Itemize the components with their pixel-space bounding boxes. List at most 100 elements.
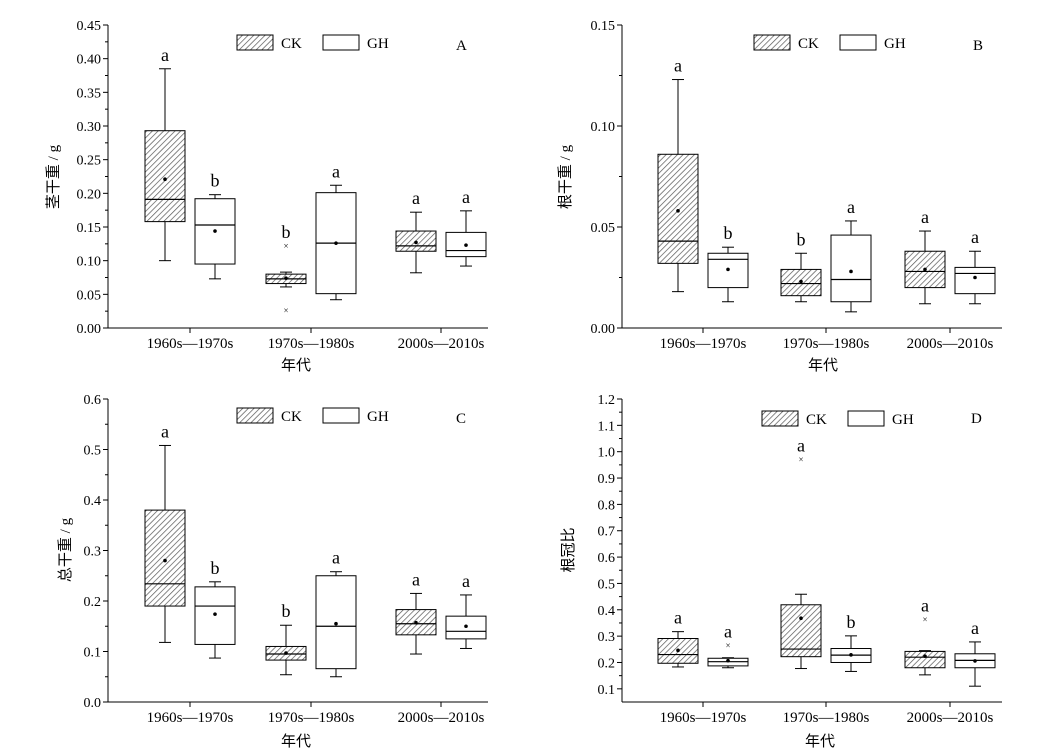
box-ck <box>395 211 437 274</box>
y-axis-title: 根冠比 <box>560 527 577 572</box>
panel-B: 0.00 0.05 0.10 0.15 1960s—1970s 1970s—1980s 20… <box>557 19 1002 374</box>
mean-marker <box>849 269 853 274</box>
significance-label: a <box>332 161 340 181</box>
mean-marker <box>676 209 680 213</box>
significance-label: b <box>282 222 291 242</box>
legend-swatch-gh <box>322 407 360 424</box>
mean-marker <box>849 653 853 657</box>
legend-label-gh: GH <box>367 409 389 425</box>
mean-marker <box>923 654 927 658</box>
x-tick-label: 2000s—2010s <box>398 710 485 726</box>
y-tick-label: 0.25 <box>77 154 102 169</box>
x-tick-label: 1970s—1980s <box>268 710 355 726</box>
box-gh <box>315 184 357 301</box>
box-iqr <box>954 266 996 295</box>
x-tick-label: 1960s—1970s <box>147 336 234 352</box>
y-tick-label: 0.00 <box>591 322 616 337</box>
legend-swatch-gh <box>839 34 877 51</box>
outlier-marker: × <box>798 455 803 465</box>
mean-marker <box>726 658 730 663</box>
box-gh <box>315 571 357 678</box>
significance-label: a <box>971 227 979 247</box>
legend-swatch-ck <box>761 410 799 427</box>
legend: CK GH <box>761 410 914 428</box>
significance-label: a <box>797 436 805 456</box>
box-iqr <box>657 153 699 264</box>
box-ck <box>144 444 186 643</box>
y-tick-label: 0.8 <box>598 498 616 513</box>
mean-marker <box>414 620 418 625</box>
outlier-marker: × <box>922 615 927 625</box>
legend-swatch-ck <box>753 34 791 51</box>
significance-label: a <box>674 608 682 628</box>
box-iqr <box>144 509 186 607</box>
panel-letter: C <box>456 411 466 427</box>
significance-label: a <box>462 571 470 591</box>
box-iqr <box>780 604 822 658</box>
y-tick-label: 0.10 <box>77 255 102 270</box>
mean-marker <box>334 241 338 245</box>
y-tick-label: 0.4 <box>84 494 102 509</box>
y-tick-label: 0.2 <box>84 595 102 610</box>
x-tick-label: 1970s—1980s <box>268 336 355 352</box>
box-ck <box>904 230 946 305</box>
significance-label: a <box>161 45 169 65</box>
box-ck: ×× <box>265 241 307 315</box>
mean-marker <box>973 275 977 280</box>
panel-C: 0.0 0.1 0.2 0.3 0.4 0.5 0.6 1960s—1970s 1970s—19… <box>57 393 488 750</box>
legend-swatch-ck <box>236 34 274 51</box>
legend-label-gh: GH <box>892 412 914 428</box>
y-tick-label: 1.1 <box>598 419 616 434</box>
mean-marker <box>726 267 730 272</box>
significance-label: a <box>412 188 420 208</box>
mean-marker <box>923 267 927 272</box>
x-tick-label: 2000s—2010s <box>907 336 994 352</box>
y-tick-label: 0.05 <box>591 221 616 236</box>
x-tick-label: 2000s—2010s <box>907 710 994 726</box>
mean-marker <box>213 612 217 616</box>
box-iqr <box>144 130 186 223</box>
y-tick-label: 0.35 <box>77 86 102 101</box>
box-gh <box>954 250 996 305</box>
y-tick-label: 0.20 <box>77 187 102 202</box>
y-tick-label: 1.0 <box>598 446 616 461</box>
y-tick-label: 0.3 <box>84 545 102 560</box>
y-axis-title: 根干重 / g <box>557 144 574 209</box>
y-tick-label: 0.4 <box>598 604 616 619</box>
y-tick-label: 0.5 <box>84 444 102 459</box>
legend-label-gh: GH <box>367 36 389 52</box>
y-tick-label: 0.9 <box>598 472 616 487</box>
legend-label-gh: GH <box>884 36 906 52</box>
x-tick-label: 1960s—1970s <box>147 710 234 726</box>
legend-label-ck: CK <box>798 36 819 52</box>
y-tick-label: 1.2 <box>598 393 616 408</box>
box-gh: × <box>707 640 749 669</box>
outlier-marker: × <box>283 241 288 251</box>
x-tick-label: 1970s—1980s <box>783 336 870 352</box>
box-gh <box>954 641 996 687</box>
box-ck <box>780 252 822 303</box>
box-ck <box>265 624 307 676</box>
mean-marker <box>284 651 288 655</box>
box-ck <box>657 631 699 668</box>
legend: CK GH <box>236 34 389 52</box>
significance-label: b <box>724 223 733 243</box>
significance-label: b <box>211 171 220 191</box>
significance-label: b <box>211 558 220 578</box>
y-tick-label: 0.05 <box>77 288 102 303</box>
significance-label: a <box>412 569 420 589</box>
y-tick-label: 0.10 <box>591 120 616 135</box>
x-tick-label: 1960s—1970s <box>660 336 747 352</box>
legend: CK GH <box>236 407 389 425</box>
significance-label: a <box>724 621 732 641</box>
significance-label: a <box>971 618 979 638</box>
box-iqr <box>904 650 946 669</box>
outlier-marker: × <box>283 305 288 315</box>
box-ck: × <box>780 455 822 670</box>
y-tick-label: 0.7 <box>598 525 616 540</box>
box-gh <box>830 635 872 672</box>
y-tick-label: 0.6 <box>84 393 102 408</box>
mean-marker <box>799 279 803 284</box>
mean-marker <box>464 243 468 247</box>
